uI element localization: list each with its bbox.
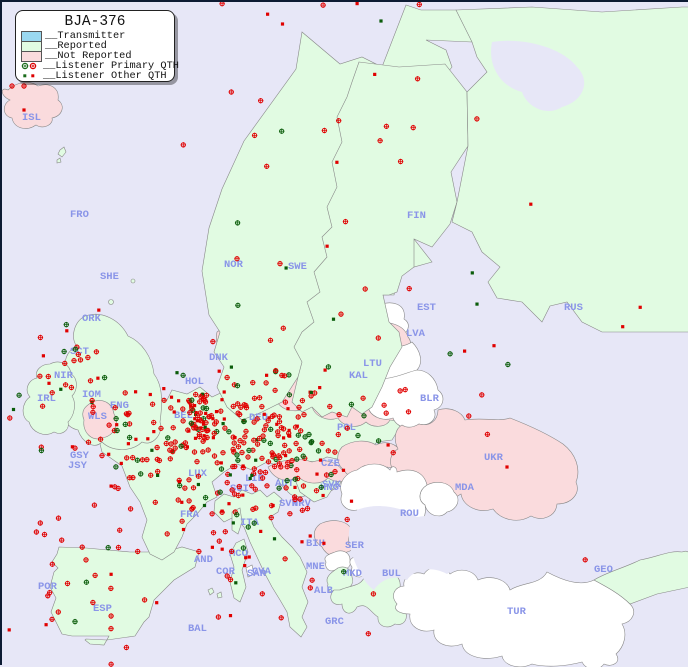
svg-text:BIH: BIH [306,538,325,550]
svg-text:BLR: BLR [420,393,440,405]
svg-text:ORK: ORK [82,313,102,325]
svg-text:KAL: KAL [349,370,368,382]
svg-text:TUR: TUR [507,606,527,618]
svg-text:FRO: FRO [70,209,89,221]
svg-text:SER: SER [345,540,365,552]
svg-text:MNE: MNE [306,561,325,573]
svg-text:MKD: MKD [343,568,362,580]
svg-text:LTU: LTU [363,358,382,370]
svg-text:GRC: GRC [325,616,345,628]
svg-text:DNK: DNK [209,352,229,364]
svg-text:UKR: UKR [484,452,504,464]
svg-text:NOR: NOR [224,259,244,271]
svg-text:ISL: ISL [22,112,41,124]
svg-text:BAL: BAL [188,623,207,635]
svg-text:SWE: SWE [288,261,307,273]
svg-text:ALB: ALB [314,585,334,597]
svg-text:AND: AND [194,554,213,566]
svg-text:FIN: FIN [407,210,426,222]
svg-text:CVA: CVA [252,566,272,578]
svg-text:EST: EST [417,302,436,314]
svg-text:LVA: LVA [406,328,426,340]
svg-text:CZE: CZE [321,458,340,470]
svg-text:JSY: JSY [68,460,88,472]
svg-text:NIR: NIR [54,370,74,382]
svg-text:HOL: HOL [185,376,204,388]
svg-text:RUS: RUS [564,302,583,314]
svg-text:MDA: MDA [455,482,475,494]
svg-text:ROU: ROU [400,508,419,520]
svg-text:SHE: SHE [100,271,119,283]
svg-text:ENG: ENG [110,400,129,412]
svg-text:IOM: IOM [82,389,101,401]
svg-text:GEO: GEO [594,564,613,576]
svg-text:BUL: BUL [382,568,401,580]
svg-text:ESP: ESP [93,603,112,615]
